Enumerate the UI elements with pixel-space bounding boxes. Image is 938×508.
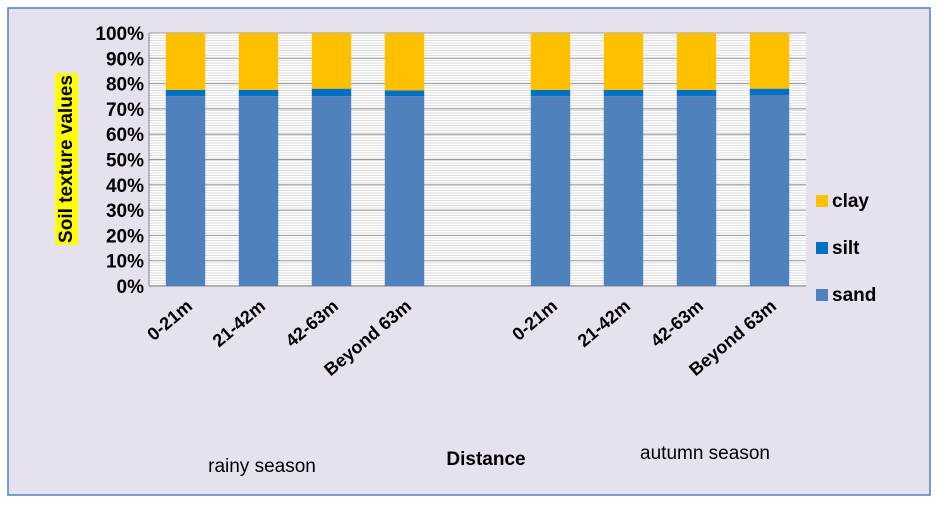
bar-clay xyxy=(238,33,279,90)
bar-silt xyxy=(384,90,425,97)
legend-swatch xyxy=(816,195,828,207)
bar-silt xyxy=(676,89,717,97)
y-axis-title-highlight xyxy=(55,73,79,245)
y-tick-label: 30% xyxy=(106,201,144,222)
y-tick-label: 100% xyxy=(95,24,144,45)
bar-clay xyxy=(311,33,352,89)
bar-silt xyxy=(749,88,790,95)
y-tick-label: 10% xyxy=(106,252,144,273)
y-tick-label: 50% xyxy=(106,151,144,172)
x-axis-title: Distance xyxy=(446,449,525,470)
bar-sand xyxy=(238,96,279,286)
legend-label: sand xyxy=(832,285,876,306)
bar-silt xyxy=(603,89,644,97)
bar-sand xyxy=(749,94,790,286)
bar-sand xyxy=(676,96,717,286)
y-tick-label: 20% xyxy=(106,226,144,247)
bar-sand xyxy=(530,96,571,286)
bar-silt xyxy=(311,88,352,97)
y-tick-label: 90% xyxy=(106,49,144,70)
legend-swatch xyxy=(816,242,828,254)
bar-sand xyxy=(603,96,644,286)
group-label: autumn season xyxy=(640,443,770,464)
bar-clay xyxy=(165,33,206,90)
y-tick-label: 40% xyxy=(106,176,144,197)
bar-clay xyxy=(530,33,571,90)
bar-clay xyxy=(676,33,717,90)
legend-item-silt: silt xyxy=(816,238,860,259)
legend-swatch xyxy=(816,289,828,301)
bar-clay xyxy=(749,33,790,89)
bar-sand xyxy=(165,96,206,286)
y-axis-title: Soil texture values xyxy=(56,75,77,243)
y-tick-label: 60% xyxy=(106,125,144,146)
bar-sand xyxy=(311,96,352,286)
bar-silt xyxy=(165,89,206,97)
bar-sand xyxy=(384,96,425,286)
bar-silt xyxy=(530,89,571,97)
legend-item-clay: clay xyxy=(816,191,869,212)
group-label: rainy season xyxy=(208,456,316,477)
legend-item-sand: sand xyxy=(816,285,876,306)
bar-clay xyxy=(384,33,425,91)
legend-label: silt xyxy=(832,238,860,259)
bar-silt xyxy=(238,89,279,97)
bar-clay xyxy=(603,33,644,90)
legend-label: clay xyxy=(832,191,869,212)
y-tick-label: 70% xyxy=(106,100,144,121)
y-tick-label: 80% xyxy=(106,75,144,96)
y-tick-label: 0% xyxy=(117,277,145,298)
